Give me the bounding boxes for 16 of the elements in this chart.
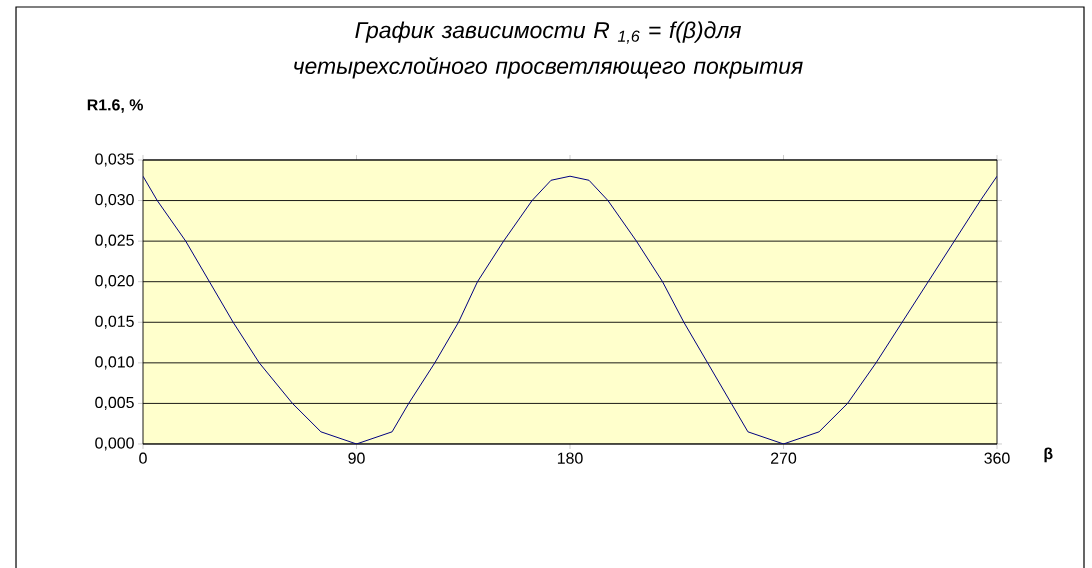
x-tick-label: 90: [348, 452, 365, 464]
x-tick-label: 0: [139, 452, 147, 464]
x-tick-label: 270: [771, 452, 797, 464]
y-tick-label: 0,010: [95, 356, 134, 370]
y-tick-label: 0,025: [95, 234, 134, 248]
y-tick-label: 0,030: [95, 193, 134, 208]
x-tick-label: 180: [557, 452, 583, 464]
y-tick-label: 0,020: [95, 275, 134, 289]
chart-title: График зависимости R $_{1,6}$ = f(β)для четырехслойного просветляющего покрытия: [294, 21, 803, 79]
y-tick-label: 0,035: [95, 153, 134, 167]
x-axis-title: β: [1044, 447, 1053, 463]
y-axis-title: R1.6, %: [87, 99, 144, 113]
x-tick-label: 360: [984, 452, 1010, 464]
y-tick-label: 0,000: [95, 437, 134, 451]
y-tick-label: 0,015: [95, 315, 134, 329]
y-tick-label: 0,005: [95, 396, 134, 410]
